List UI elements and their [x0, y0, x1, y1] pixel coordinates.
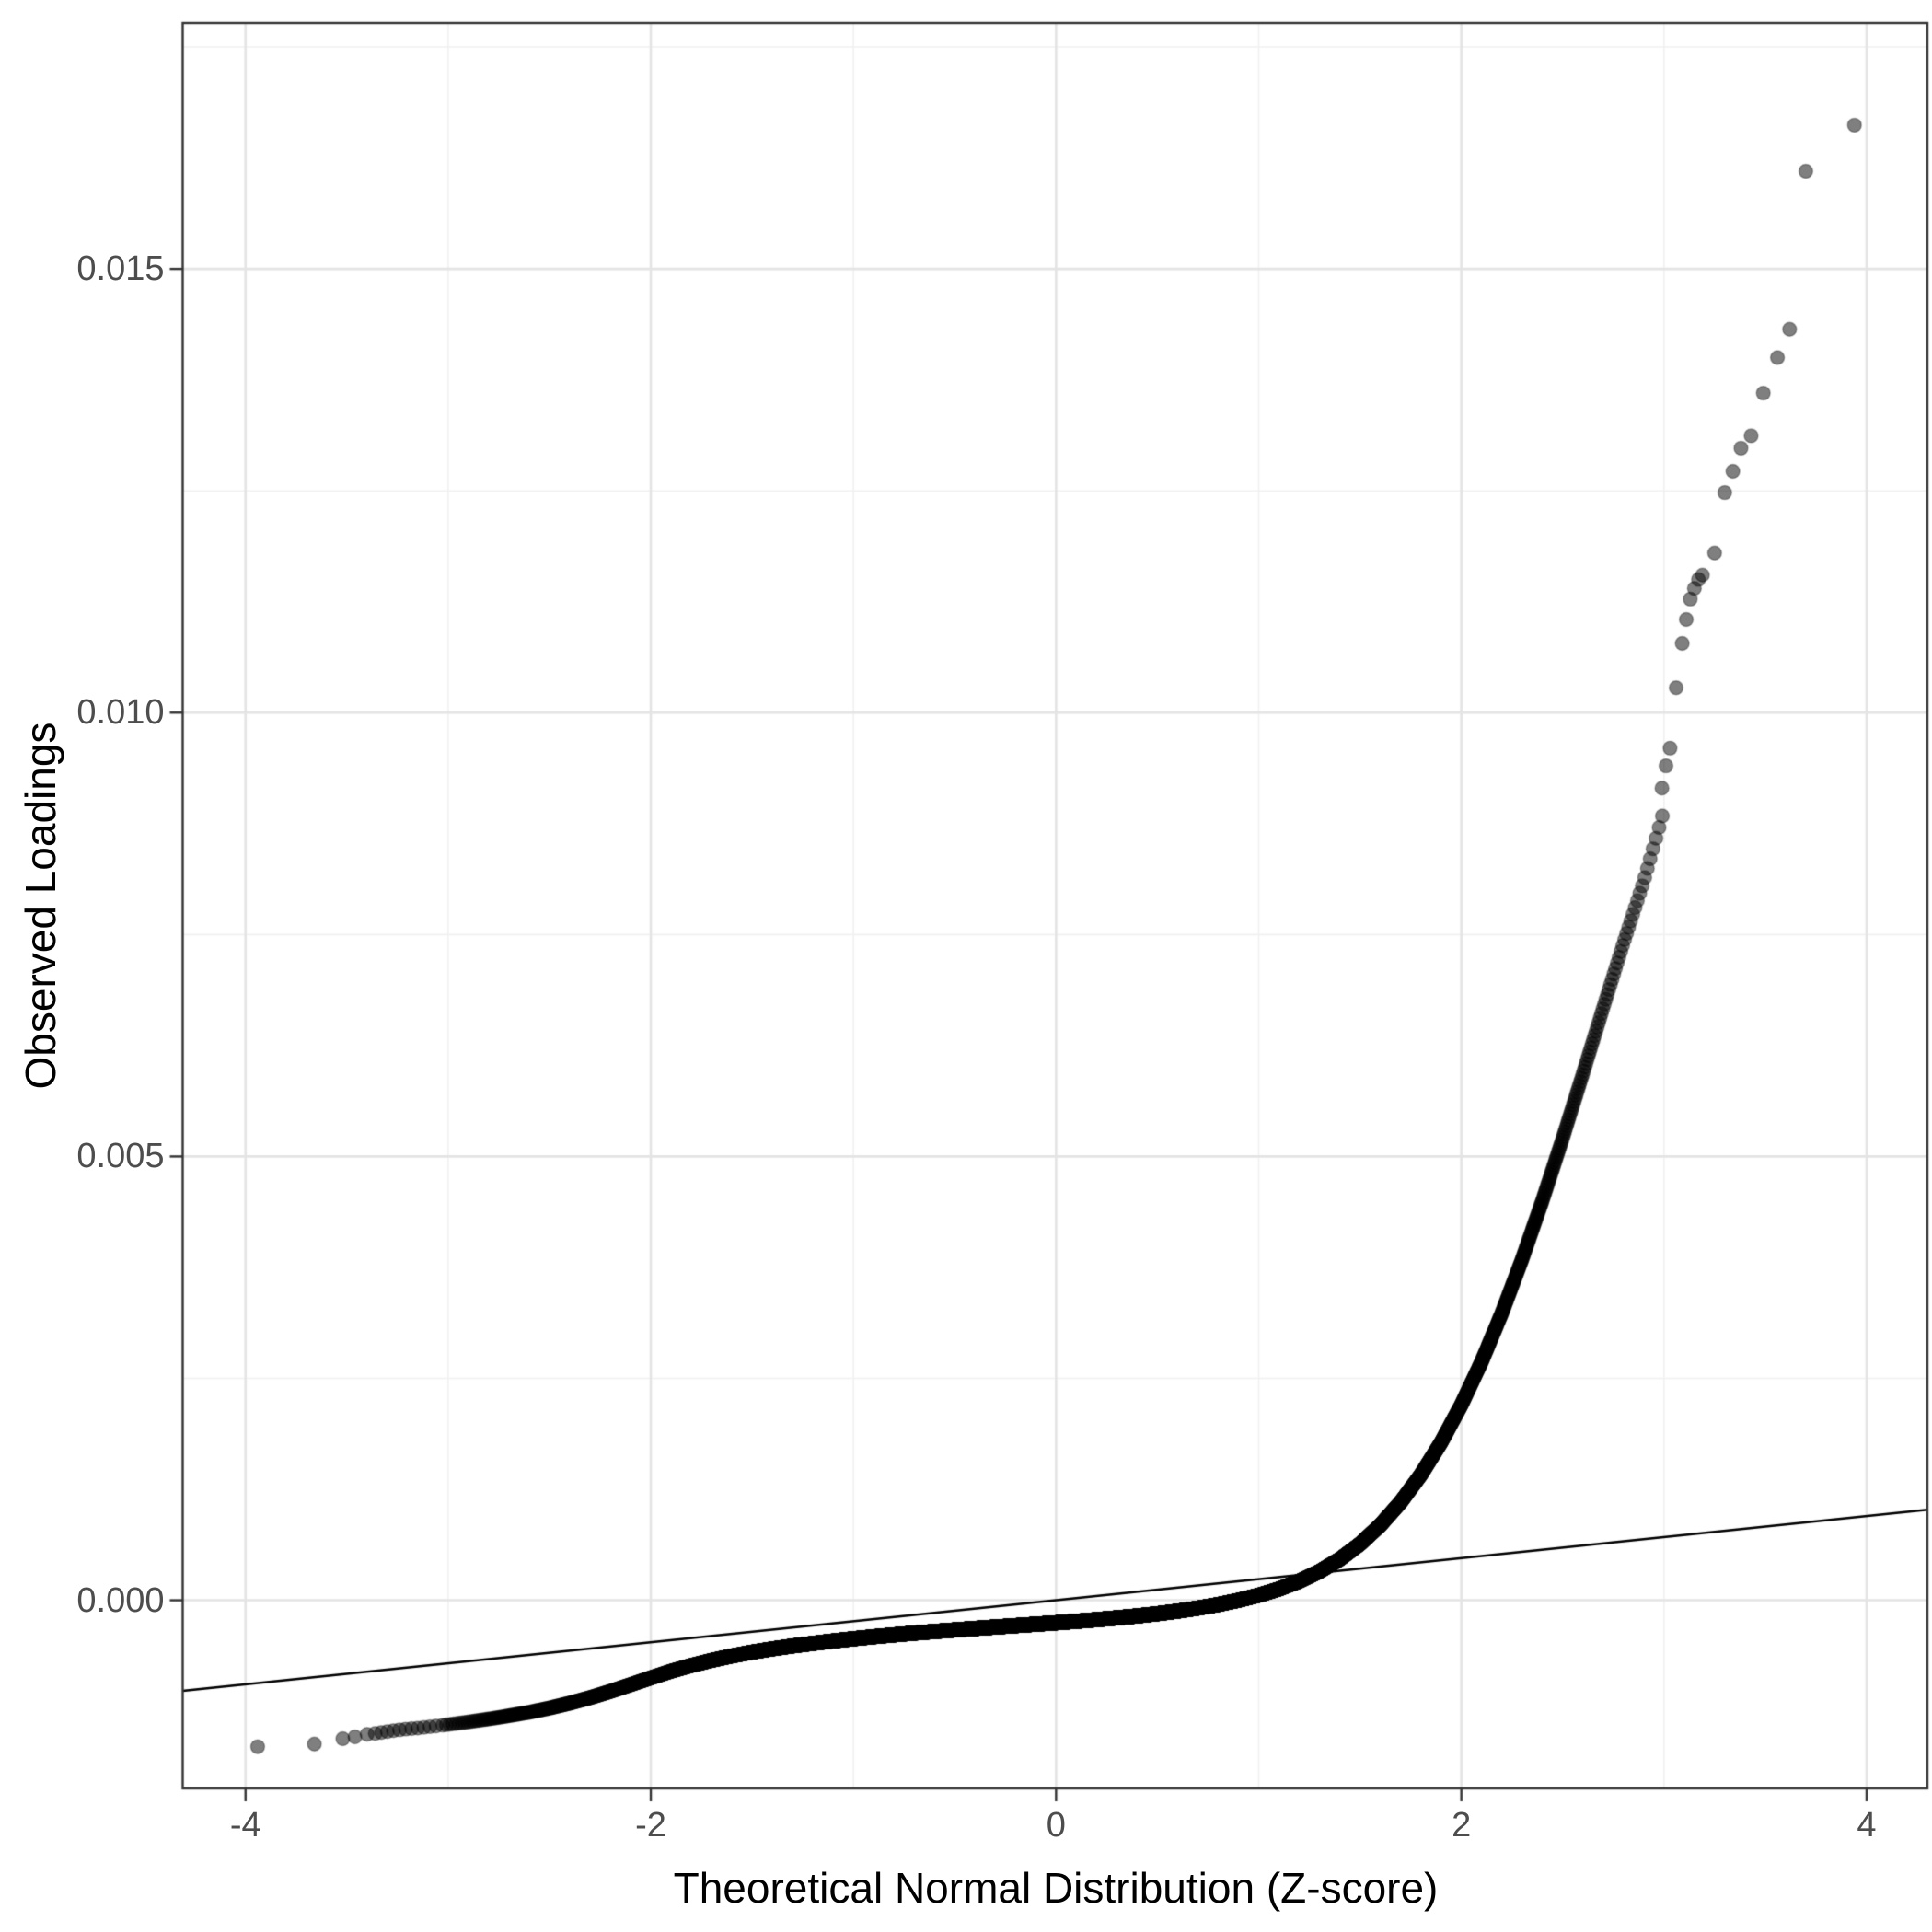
- y-tick-label: 0.010: [76, 693, 165, 733]
- y-axis-title: Observed Loadings: [17, 722, 64, 1090]
- x-tick-label: 4: [1857, 1806, 1877, 1845]
- x-axis-title: Theoretical Normal Distribution (Z-score…: [673, 1864, 1439, 1912]
- y-tick-label: 0.015: [76, 249, 165, 289]
- y-tick-label: 0.005: [76, 1137, 165, 1176]
- x-tick-label: -4: [229, 1806, 261, 1845]
- y-tick-label: 0.000: [76, 1580, 165, 1620]
- x-tick-label: -2: [635, 1806, 666, 1845]
- x-tick-label: 2: [1452, 1806, 1472, 1845]
- x-tick-label: 0: [1046, 1806, 1066, 1845]
